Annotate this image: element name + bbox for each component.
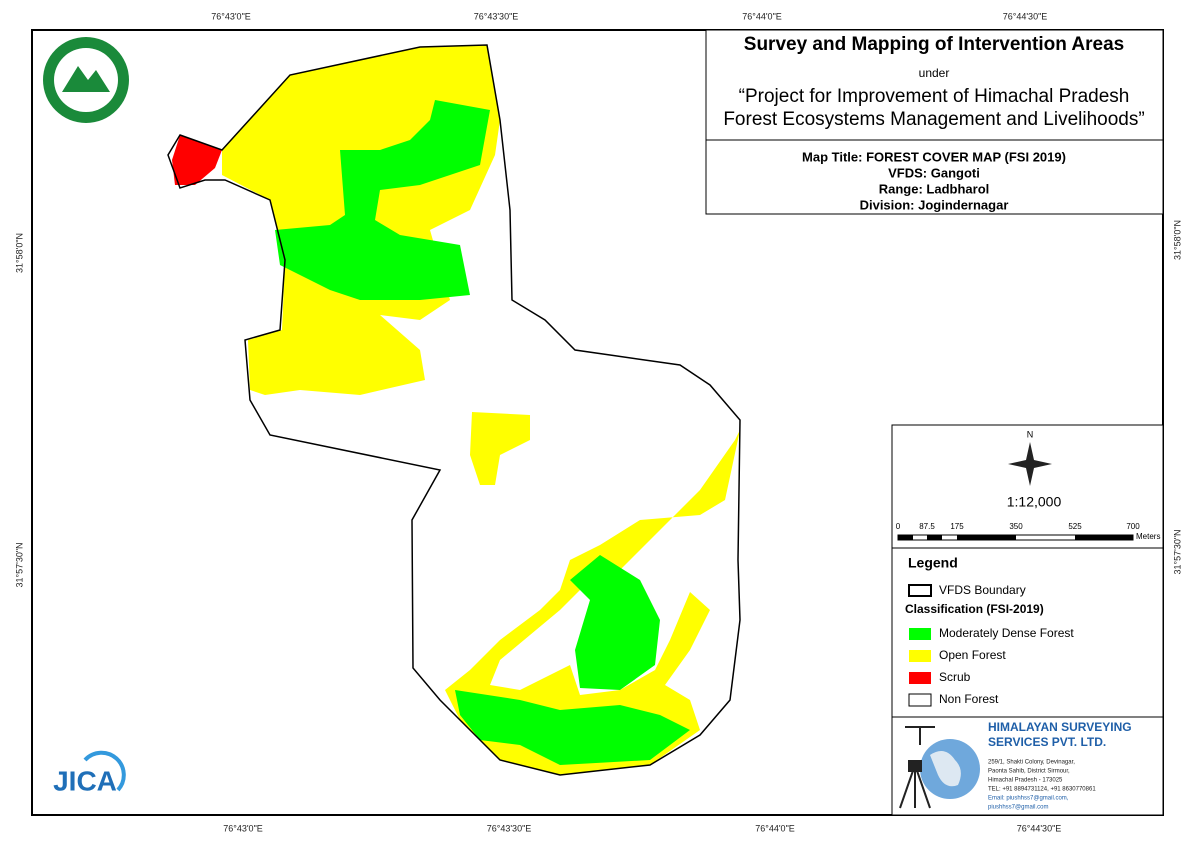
scale-bar-segment bbox=[927, 535, 942, 540]
address-line: TEL: +91 8894731124, +91 8630770861 bbox=[988, 787, 1096, 793]
legend-swatch bbox=[909, 628, 931, 640]
scale-bar bbox=[897, 534, 1134, 541]
longitude-label: 76°44'0"E bbox=[742, 11, 782, 21]
company-logo bbox=[899, 726, 980, 809]
north-arrow bbox=[1008, 442, 1052, 486]
vfds: VFDS: Gangoti bbox=[888, 165, 980, 180]
legend-swatch bbox=[909, 650, 931, 662]
jica-arc bbox=[83, 750, 126, 792]
scale-tick: 175 bbox=[950, 522, 964, 531]
open-forest-area bbox=[470, 412, 530, 485]
map-title: Map Title: FOREST COVER MAP (FSI 2019) bbox=[802, 149, 1066, 164]
scrub-area bbox=[172, 135, 222, 185]
longitude-label: 76°43'0"E bbox=[223, 823, 263, 833]
longitude-label: 76°44'30"E bbox=[1003, 11, 1048, 21]
legend-swatch bbox=[908, 693, 932, 707]
scale-tick: 0 bbox=[896, 522, 901, 531]
open-forest-area bbox=[445, 430, 740, 775]
legend-label: Open Forest bbox=[939, 648, 1006, 662]
legend-title: Legend bbox=[908, 555, 958, 571]
map-areas bbox=[167, 44, 741, 776]
scale-tick: 350 bbox=[1009, 522, 1023, 531]
scale-bar-segment bbox=[1075, 535, 1133, 540]
info-box bbox=[705, 139, 1164, 215]
vfds-boundary bbox=[167, 44, 741, 776]
division: Division: Jogindernagar bbox=[860, 197, 1009, 212]
title-box bbox=[705, 29, 1164, 141]
dense-forest-area bbox=[455, 690, 690, 765]
scale-tick: 700 bbox=[1126, 522, 1140, 531]
scale-bar-segment bbox=[957, 535, 1016, 540]
dense-forest-area bbox=[275, 100, 490, 300]
longitude-label: 76°43'30"E bbox=[474, 11, 519, 21]
state-logo bbox=[43, 37, 129, 123]
scale-unit: Meters bbox=[1136, 532, 1160, 541]
longitude-label: 76°44'0"E bbox=[755, 823, 795, 833]
north-label: N bbox=[1027, 429, 1034, 439]
jica-text: JICA bbox=[53, 765, 117, 796]
company-name: HIMALAYAN SURVEYING bbox=[988, 720, 1132, 734]
instrument-head bbox=[908, 760, 922, 772]
logo-mountain bbox=[62, 66, 110, 92]
address-line: Paonta Sahib, District Sirmour, bbox=[988, 769, 1070, 775]
address-line: Himachal Pradesh - 173025 bbox=[988, 778, 1063, 784]
legend-items: Moderately Dense Forest Open Forest Scrub N… bbox=[908, 626, 1074, 707]
range: Range: Ladbharol bbox=[879, 181, 990, 196]
legend-label: Moderately Dense Forest bbox=[939, 626, 1074, 640]
address-line: piushhss7@gmail.com bbox=[988, 805, 1048, 811]
legend-box bbox=[891, 547, 1164, 718]
legend-label: Non Forest bbox=[939, 692, 999, 706]
company-name: SERVICES PVT. LTD. bbox=[988, 735, 1106, 749]
scale-bar-segment bbox=[898, 535, 913, 540]
project-line: Forest Ecosystems Management and Livelih… bbox=[723, 109, 1144, 130]
scale-text: 1:12,000 bbox=[1007, 494, 1062, 510]
address-line: 259/1, Shakti Colony, Devinagar, bbox=[988, 760, 1075, 766]
longitude-label: 76°44'30"E bbox=[1017, 823, 1062, 833]
scale-box bbox=[891, 424, 1164, 549]
dense-forest-area bbox=[570, 555, 660, 690]
latitude-label: 31°58'0"N bbox=[1172, 220, 1182, 260]
globe-land bbox=[930, 751, 961, 787]
longitude-label: 76°43'0"E bbox=[211, 11, 251, 21]
under: under bbox=[919, 66, 950, 80]
scale-tick: 525 bbox=[1068, 522, 1082, 531]
address: 259/1, Shakti Colony, Devinagar, Paonta S… bbox=[988, 760, 1096, 811]
survey-instrument bbox=[899, 726, 935, 809]
boundary-label: VFDS Boundary bbox=[939, 583, 1026, 597]
boundary-swatch bbox=[908, 584, 932, 597]
latitude-label: 31°57'30"N bbox=[14, 542, 24, 587]
latitude-label: 31°58'0"N bbox=[14, 233, 24, 273]
scale-tick: 87.5 bbox=[919, 522, 935, 531]
classification-label: Classification (FSI-2019) bbox=[905, 602, 1044, 616]
project-line: “Project for Improvement of Himachal Pra… bbox=[739, 86, 1130, 107]
title: Survey and Mapping of Intervention Areas bbox=[744, 34, 1124, 55]
address-line: Email: piushhss7@gmail.com, bbox=[988, 796, 1069, 802]
latitude-label: 31°57'30"N bbox=[1172, 529, 1182, 574]
longitude-label: 76°43'30"E bbox=[487, 823, 532, 833]
jica-logo: JICA bbox=[53, 750, 126, 796]
legend-swatch bbox=[909, 672, 931, 684]
legend-label: Scrub bbox=[939, 670, 971, 684]
